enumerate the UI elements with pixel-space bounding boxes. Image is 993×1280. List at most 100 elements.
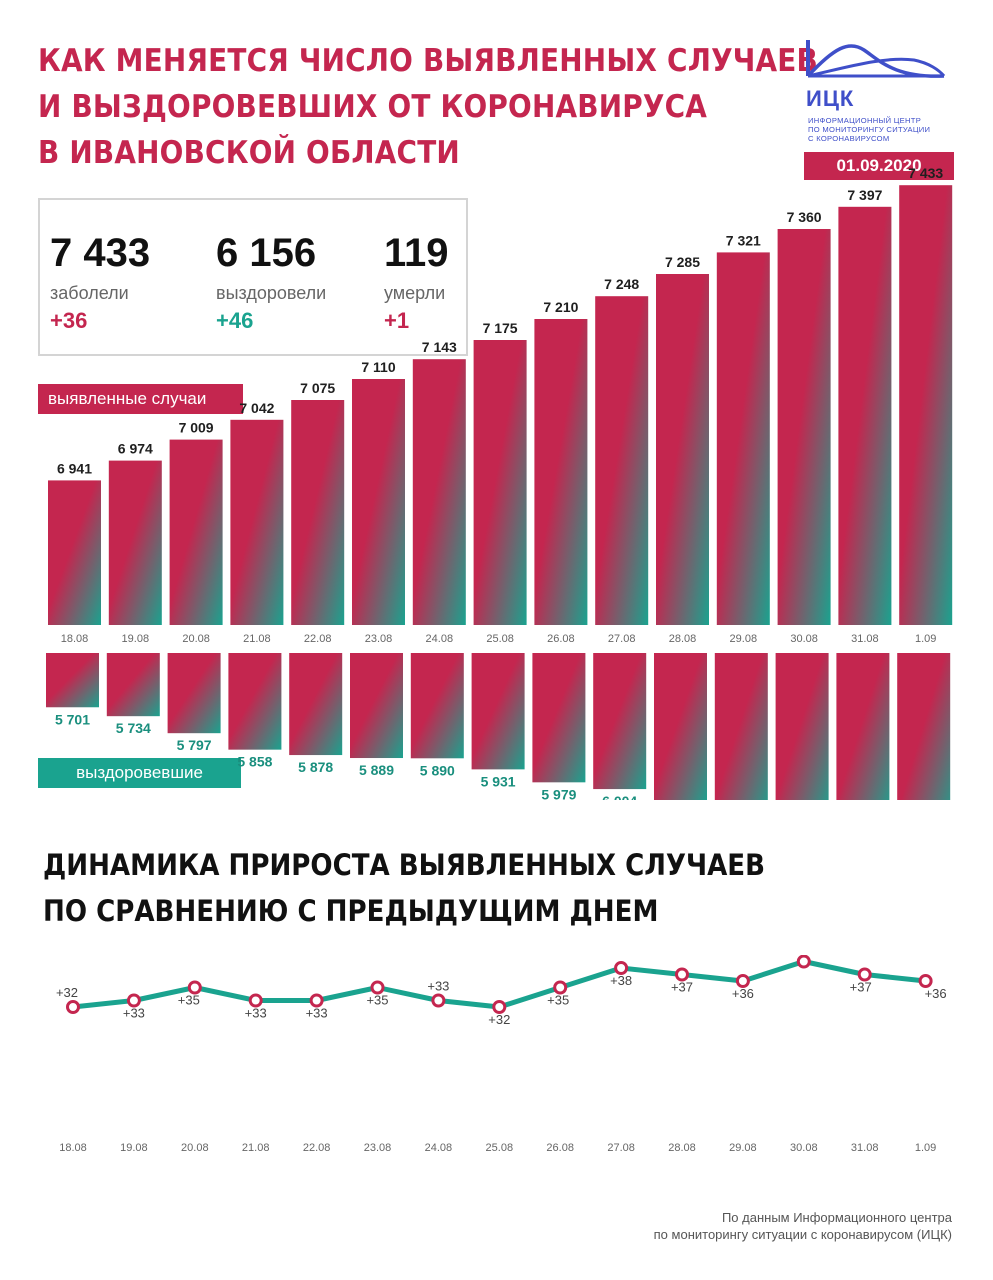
recovered-bar	[775, 653, 829, 800]
x-tick-label: 21.08	[243, 633, 271, 645]
x-tick-label: 28.08	[668, 1142, 696, 1154]
logo-description-line: с коронавирусом	[808, 134, 890, 143]
cases-bar	[595, 296, 649, 625]
logo-description-line: Информационный центр	[808, 116, 922, 125]
stat-delta: +1	[384, 308, 410, 333]
summary-box: 7 433 заболели +36 6 156 выздоровели +46…	[38, 198, 468, 356]
growth-point-marker	[370, 980, 385, 995]
cases-bar-label: 6 974	[118, 441, 153, 457]
cases-bar-label: 7 110	[361, 359, 395, 375]
recovered-bar	[350, 653, 403, 759]
cases-bar	[108, 460, 162, 625]
recovered-bar-label: 5 701	[55, 711, 90, 727]
growth-point-marker	[918, 974, 933, 988]
growth-point-label: +33	[123, 1006, 145, 1021]
cases-bar	[899, 185, 953, 625]
x-tick-label: 26.08	[546, 1142, 574, 1154]
recovered-bar	[593, 653, 647, 790]
growth-point-marker	[492, 1000, 507, 1014]
growth-point-label: +36	[925, 986, 947, 1001]
cases-bar	[473, 340, 527, 625]
recovered-bar	[410, 653, 464, 759]
cases-bar	[412, 359, 466, 625]
growth-point-label: +35	[547, 993, 569, 1008]
growth-point-label: +32	[56, 985, 78, 1000]
x-tick-label: 30.08	[790, 633, 818, 645]
recovered-bar	[654, 653, 707, 800]
x-tick-label: 27.08	[607, 1142, 635, 1154]
recovered-bar	[106, 653, 160, 717]
recovered-bar-label: 5 889	[359, 762, 394, 778]
recovered-bar	[289, 653, 343, 756]
x-tick-label: 20.08	[182, 633, 210, 645]
recovered-bar	[228, 653, 282, 750]
growth-chart-title-line: по сравнению с предыдущим днем	[43, 894, 659, 928]
growth-point-marker	[553, 980, 568, 995]
growth-point-marker	[248, 993, 263, 1008]
x-tick-label: 27.08	[608, 633, 636, 645]
x-tick-label: 25.08	[486, 633, 514, 645]
growth-point-marker	[735, 974, 750, 988]
logo-name: ИЦК	[806, 86, 855, 111]
stat-deaths: 119 умерли +1	[384, 230, 449, 334]
x-tick-label: 22.08	[304, 633, 332, 645]
logo-wave-icon	[806, 40, 946, 78]
cases-bar	[534, 319, 588, 625]
x-tick-label: 1.09	[915, 1142, 936, 1154]
x-tick-label: 25.08	[486, 1142, 514, 1154]
cases-bar	[352, 379, 405, 625]
growth-point-label: +33	[427, 979, 449, 994]
x-tick-label: 18.08	[59, 1142, 87, 1154]
growth-point-marker	[675, 967, 689, 982]
title-line: и выздоровевших от коронавируса	[38, 89, 708, 125]
recovered-bar	[471, 653, 525, 770]
itsk-logo: ИЦК Информационный центр по мониторингу …	[804, 38, 954, 183]
growth-point-label: +32	[488, 1012, 510, 1027]
x-tick-label: 31.08	[851, 1142, 879, 1154]
growth-point-marker	[431, 993, 446, 1008]
cases-bar-label: 7 248	[604, 276, 639, 292]
growth-chart-title-line: Динамика прироста выявленных случаев	[43, 848, 765, 882]
cases-bar	[48, 480, 101, 625]
growth-point-label: +37	[850, 980, 872, 995]
growth-point-marker	[126, 993, 141, 1008]
stat-value: 6 156	[216, 231, 317, 275]
growth-point-label: +38	[610, 973, 632, 988]
cases-bar	[716, 252, 770, 625]
recovered-bar	[897, 653, 951, 800]
recovered-bar-label: 5 979	[541, 786, 576, 800]
growth-point-marker	[614, 961, 629, 975]
cases-bar-label: 7 009	[179, 420, 214, 436]
stat-label: заболели	[50, 283, 129, 303]
cases-bar-label: 7 321	[726, 232, 761, 248]
growth-point-label: +33	[306, 1006, 328, 1021]
x-tick-label: 29.08	[730, 633, 758, 645]
recovered-bar-label: 5 858	[237, 754, 272, 770]
growth-point-label: +36	[732, 986, 754, 1001]
recovered-bar	[167, 653, 221, 734]
source-note-line: по мониторингу ситуации с коронавирусом …	[653, 1227, 952, 1242]
cases-bar	[656, 274, 709, 625]
stat-label: выздоровели	[216, 283, 327, 303]
growth-point-label: +37	[671, 980, 693, 995]
cases-bar-label: 7 397	[847, 187, 882, 203]
stat-recovered: 6 156 выздоровели +46	[216, 230, 326, 334]
stat-cases: 7 433 заболели +36	[50, 230, 150, 334]
x-tick-label: 18.08	[61, 633, 89, 645]
cases-bar	[838, 206, 892, 626]
cases-bar	[291, 400, 345, 625]
recovered-bar	[714, 653, 768, 800]
x-tick-label: 28.08	[669, 633, 697, 645]
recovered-bar	[46, 653, 99, 708]
growth-point-marker	[309, 993, 324, 1008]
growth-point-marker	[857, 967, 872, 982]
x-tick-label: 22.08	[303, 1142, 331, 1154]
x-tick-label: 26.08	[547, 633, 575, 645]
x-tick-label: 23.08	[364, 1142, 392, 1154]
recovered-bar-label: 5 931	[481, 773, 516, 789]
recovered-bar	[836, 653, 890, 800]
recovered-bar-label: 5 878	[298, 759, 333, 775]
cases-bar-label: 7 210	[543, 299, 578, 315]
growth-point-marker	[187, 980, 202, 995]
x-tick-label: 19.08	[122, 633, 150, 645]
